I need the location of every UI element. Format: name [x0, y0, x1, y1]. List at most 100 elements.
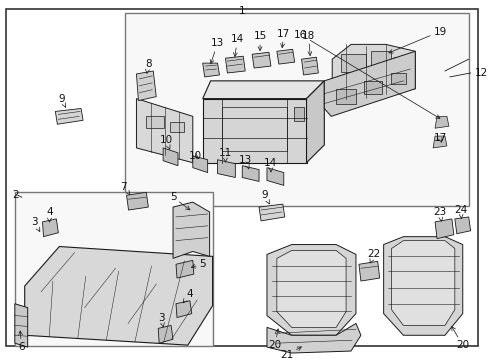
Circle shape	[401, 258, 409, 266]
Text: 20: 20	[269, 329, 281, 350]
Circle shape	[214, 144, 221, 151]
Bar	[15, 192, 213, 346]
Polygon shape	[176, 260, 194, 278]
Text: 12: 12	[475, 68, 488, 78]
Text: 8: 8	[145, 59, 151, 73]
Polygon shape	[158, 325, 173, 343]
Text: 17: 17	[433, 133, 446, 143]
Bar	[222, 107, 287, 151]
Polygon shape	[24, 247, 213, 345]
Text: 9: 9	[262, 190, 270, 204]
Circle shape	[337, 292, 345, 300]
Circle shape	[449, 258, 457, 266]
Polygon shape	[173, 202, 210, 258]
Circle shape	[426, 258, 434, 266]
Polygon shape	[203, 63, 220, 77]
Text: 13: 13	[239, 155, 252, 169]
Text: 3: 3	[31, 217, 40, 231]
Text: 18: 18	[302, 31, 315, 55]
Polygon shape	[218, 160, 235, 177]
Polygon shape	[435, 219, 454, 239]
Circle shape	[313, 292, 320, 300]
Polygon shape	[392, 240, 455, 325]
Text: 5: 5	[192, 259, 206, 269]
Circle shape	[249, 144, 256, 151]
Text: 1: 1	[239, 6, 245, 16]
Text: 20: 20	[452, 327, 469, 350]
Bar	[364, 81, 382, 94]
Polygon shape	[259, 204, 285, 221]
Circle shape	[337, 270, 345, 278]
Polygon shape	[384, 237, 463, 335]
Bar	[294, 107, 303, 121]
Polygon shape	[359, 261, 380, 281]
Bar	[391, 73, 406, 84]
Polygon shape	[203, 81, 324, 99]
Polygon shape	[301, 57, 319, 75]
Text: 19: 19	[389, 27, 446, 53]
Polygon shape	[307, 81, 324, 163]
Text: 22: 22	[367, 249, 380, 263]
Circle shape	[438, 118, 446, 126]
Polygon shape	[324, 51, 416, 116]
Polygon shape	[277, 49, 294, 64]
Bar	[124, 13, 468, 206]
Text: 15: 15	[253, 31, 267, 51]
Circle shape	[313, 270, 320, 278]
Circle shape	[214, 125, 221, 132]
Polygon shape	[203, 99, 307, 163]
Polygon shape	[242, 166, 259, 181]
Polygon shape	[252, 52, 271, 68]
Polygon shape	[267, 323, 361, 353]
Text: 9: 9	[58, 94, 66, 107]
Polygon shape	[455, 217, 471, 234]
Polygon shape	[136, 99, 193, 163]
Polygon shape	[277, 251, 346, 327]
Text: 16: 16	[294, 30, 440, 118]
Polygon shape	[126, 192, 148, 210]
Polygon shape	[193, 156, 208, 172]
Circle shape	[437, 139, 443, 145]
Circle shape	[288, 270, 295, 278]
Text: 7: 7	[120, 183, 130, 194]
Circle shape	[426, 280, 434, 288]
Polygon shape	[136, 71, 156, 100]
Polygon shape	[15, 304, 28, 347]
Text: 6: 6	[19, 331, 25, 352]
Circle shape	[283, 125, 290, 132]
Text: 10: 10	[160, 135, 172, 149]
Circle shape	[449, 280, 457, 288]
Circle shape	[288, 292, 295, 300]
Text: 23: 23	[433, 207, 446, 221]
Bar	[336, 89, 356, 104]
Bar	[393, 57, 408, 69]
Text: 5: 5	[170, 192, 190, 210]
Text: 4: 4	[46, 207, 53, 222]
Text: 13: 13	[210, 39, 224, 64]
Polygon shape	[176, 301, 192, 318]
Polygon shape	[43, 219, 58, 237]
Polygon shape	[163, 148, 178, 166]
Polygon shape	[332, 44, 416, 99]
Polygon shape	[435, 116, 449, 128]
Text: 2: 2	[12, 190, 19, 200]
Polygon shape	[55, 108, 83, 124]
Text: 14: 14	[264, 158, 277, 172]
Text: 21: 21	[280, 347, 301, 360]
Text: 17: 17	[277, 28, 291, 48]
Bar	[341, 54, 366, 72]
Bar	[170, 122, 184, 132]
Text: 11: 11	[219, 148, 232, 162]
Text: 14: 14	[231, 35, 244, 57]
Bar	[147, 116, 164, 128]
Bar	[371, 51, 391, 66]
Circle shape	[249, 125, 256, 132]
Text: 24: 24	[454, 205, 467, 219]
Text: 3: 3	[158, 312, 165, 327]
Circle shape	[401, 280, 409, 288]
Polygon shape	[225, 56, 245, 73]
Text: 4: 4	[183, 289, 193, 303]
Text: 10: 10	[189, 151, 202, 161]
Polygon shape	[433, 136, 447, 148]
Polygon shape	[267, 244, 356, 335]
